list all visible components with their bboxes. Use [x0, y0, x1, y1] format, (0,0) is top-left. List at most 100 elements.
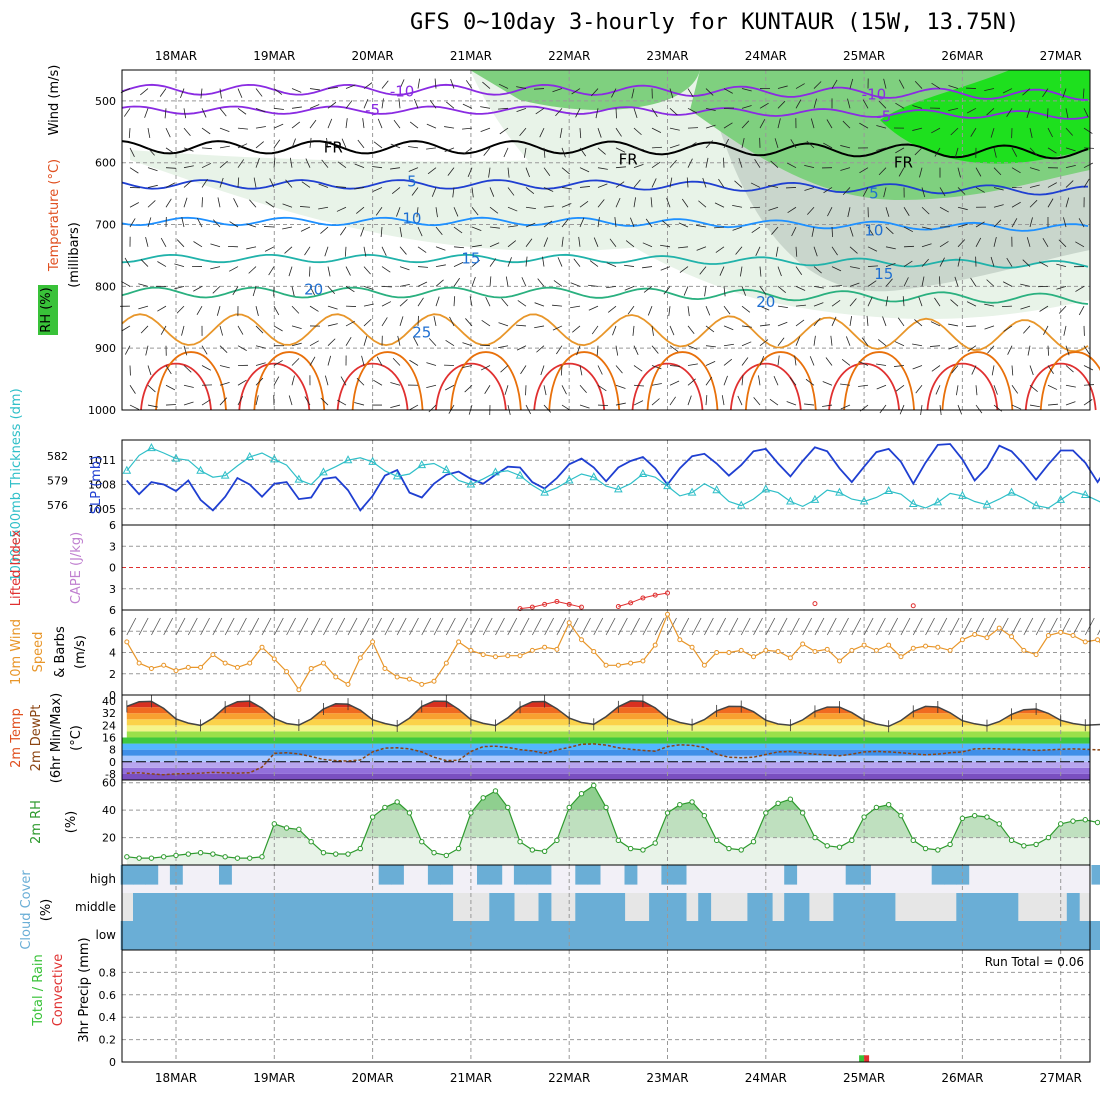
wind-barb: [643, 286, 653, 293]
wind-barb: [268, 266, 275, 276]
wind-barb: [570, 305, 581, 309]
wind-barb: [373, 141, 383, 149]
wind-barb: [409, 359, 419, 366]
wind-barb: [975, 237, 982, 247]
wind-barb-10m: [372, 617, 382, 636]
wind-barb: [309, 266, 311, 277]
rh-point: [492, 788, 499, 794]
ylabel-temperature: Temperature (°C): [47, 159, 62, 272]
wind-barb: [483, 147, 491, 156]
wind-barb: [417, 226, 423, 237]
wind-barb: [576, 345, 581, 356]
wind-barb: [1065, 127, 1073, 136]
wind-barb: [1011, 147, 1018, 157]
wind-barb: [561, 147, 566, 158]
rh-point: [824, 843, 830, 849]
wind-barb: [991, 365, 995, 376]
wind-barb: [867, 296, 873, 307]
wind-barb: [498, 345, 509, 349]
wind-barb: [201, 197, 203, 208]
wind-speed-point: [517, 653, 523, 659]
wind-speed-point: [505, 653, 511, 659]
wind-barb: [309, 137, 312, 148]
wind-barb: [823, 187, 833, 194]
wind-barb: [561, 167, 570, 175]
cloud-high-bar: [219, 865, 232, 885]
pressure-tick-label: 500: [95, 95, 116, 108]
wind-barb: [723, 286, 726, 297]
wind-barb: [957, 256, 961, 267]
wind-barb: [309, 305, 319, 312]
wind-speed-point: [198, 664, 204, 670]
wind-barb: [805, 378, 815, 386]
wind-barb: [660, 266, 671, 271]
wind-barb: [588, 305, 599, 311]
wind-barb: [255, 306, 259, 316]
wind-barb: [849, 226, 854, 237]
wind-barb-10m: [716, 617, 727, 636]
wind-barb: [210, 266, 221, 270]
wind-barb: [931, 127, 941, 134]
wind-barb: [885, 246, 896, 250]
wind-barb: [737, 395, 743, 406]
wind-barb: [883, 187, 887, 198]
wind-barb-10m: [753, 617, 763, 636]
wind-barb: [435, 207, 438, 218]
rh-point: [185, 851, 191, 857]
wind-barb-10m: [1023, 617, 1034, 636]
wind-barb: [285, 179, 293, 188]
precip-tick-label: 0.2: [99, 1034, 117, 1047]
wind-barb: [732, 226, 743, 231]
wind-barb: [768, 184, 779, 188]
cloud-middle-bar: [489, 893, 503, 921]
wind-barb: [498, 107, 509, 110]
wind-barb: [831, 226, 833, 238]
wind-barb: [1043, 325, 1049, 336]
cloud-middle-bar: [280, 893, 294, 921]
wind-barb: [831, 300, 841, 307]
temp-tick-label: 0: [109, 756, 116, 769]
wind-tick-label: 2: [109, 668, 116, 681]
contour-minus10: [121, 83, 1089, 101]
wind-barb: [489, 206, 499, 214]
date-label-top: 21MAR: [450, 49, 492, 63]
wind-speed-point: [234, 664, 240, 670]
wind-barb: [741, 375, 744, 386]
wind-barb: [144, 108, 149, 118]
wind-barb: [147, 147, 155, 156]
thickness-point: [638, 468, 648, 477]
wind-barb: [363, 246, 367, 257]
wind-barb: [813, 266, 822, 274]
wind-barb: [786, 162, 797, 169]
wind-barb: [705, 345, 716, 348]
wind-barb-10m: [790, 617, 800, 636]
wind-barb: [273, 157, 276, 168]
wind-barb: [777, 355, 780, 366]
cloud-middle-bar: [784, 893, 798, 921]
wind-speed-point: [185, 664, 191, 670]
cloud-high-bar: [440, 865, 454, 885]
thickness-point: [835, 487, 844, 496]
wind-barb: [705, 325, 715, 333]
wind-barb: [543, 205, 554, 208]
wind-barb: [129, 404, 140, 410]
wind-barb: [759, 119, 766, 129]
wind-barb: [950, 127, 959, 136]
wind-barb: [878, 100, 887, 109]
precip-bar-convective: [864, 1055, 870, 1062]
rh-point: [971, 812, 978, 819]
wind-barb: [516, 86, 527, 89]
wind-barb: [777, 100, 786, 109]
wind-barb: [453, 261, 464, 267]
wind-barb: [651, 398, 660, 406]
rh-point: [873, 804, 880, 811]
wind-barb: [687, 325, 695, 335]
rh-point: [468, 810, 474, 816]
temp-band-base: [122, 743, 1090, 750]
wind-barb: [237, 159, 245, 168]
precip-frame: [121, 949, 1091, 1063]
rh-point: [234, 855, 241, 861]
wind-barb: [1083, 127, 1093, 134]
wind-barb: [741, 286, 747, 296]
wind-barb: [687, 158, 693, 168]
